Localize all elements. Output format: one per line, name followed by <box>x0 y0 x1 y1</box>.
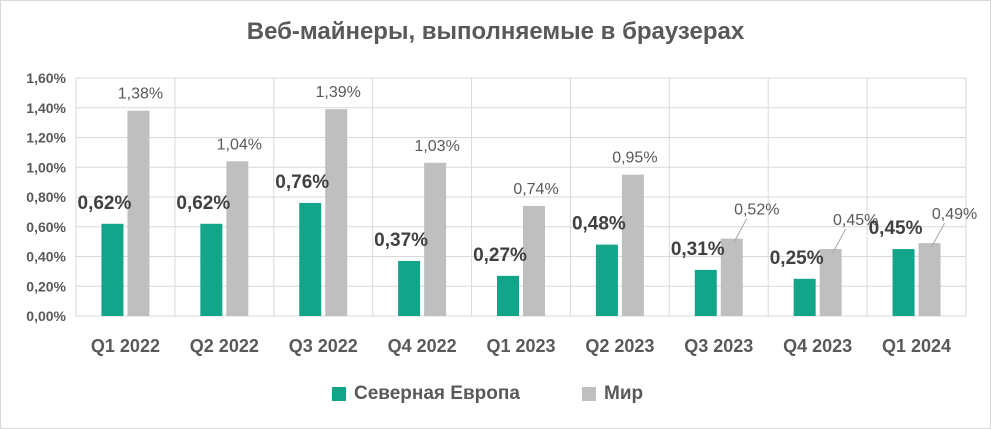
data-label-leader <box>733 218 748 243</box>
data-label-north-europe: 0,25% <box>770 248 824 269</box>
legend-label-north-europe: Северная Европа <box>354 383 520 404</box>
grid-layer: 0,00% 0,20% 0,40% 0,60% 0,80% 1,00% 1,20% 1,40%… <box>26 70 967 324</box>
bar-north-europe <box>398 260 421 316</box>
data-label-north-europe: 0,31% <box>671 239 725 260</box>
x-tick-label: Q1 2024 <box>882 336 951 356</box>
bar-north-europe <box>694 269 717 316</box>
bar-world <box>127 110 150 316</box>
x-tick-label: Q2 2022 <box>190 336 259 356</box>
y-tick-label: 1,20% <box>26 130 66 146</box>
bar-north-europe <box>299 202 322 316</box>
data-label-world: 0,45% <box>833 212 878 229</box>
data-label-north-europe: 0,37% <box>374 230 428 251</box>
bar-world <box>621 174 644 316</box>
data-label-world: 0,49% <box>932 206 977 223</box>
legend-item-world: Мир <box>582 383 643 405</box>
x-tick-label: Q3 2023 <box>684 336 753 356</box>
bar-world <box>819 249 842 316</box>
x-tick-label: Q1 2023 <box>486 336 555 356</box>
bar-layer <box>101 109 941 316</box>
data-label-world: 0,74% <box>513 181 558 198</box>
data-label-world: 1,38% <box>118 86 163 103</box>
bar-north-europe <box>101 223 124 316</box>
data-label-north-europe: 0,62% <box>78 193 132 214</box>
data-label-world: 1,03% <box>414 138 459 155</box>
x-tick-label: Q3 2022 <box>289 336 358 356</box>
data-label-leader <box>832 228 847 254</box>
data-label-world: 0,95% <box>612 150 657 167</box>
bar-world <box>325 109 348 316</box>
data-label-north-europe: 0,62% <box>176 193 230 214</box>
x-tick-label: Q1 2022 <box>91 336 160 356</box>
y-tick-label: 1,40% <box>26 100 66 116</box>
data-label-world: 1,04% <box>217 136 262 153</box>
bar-world <box>918 243 941 316</box>
y-tick-label: 0,60% <box>26 219 66 235</box>
y-tick-label: 1,60% <box>26 70 66 86</box>
legend-item-north-europe: Северная Европа <box>332 383 520 405</box>
bar-north-europe <box>892 249 915 316</box>
y-tick-label: 0,20% <box>26 278 66 294</box>
legend-swatch-world <box>582 387 596 401</box>
bar-world <box>523 205 545 316</box>
legend-label-world: Мир <box>604 383 644 404</box>
x-tick-label: Q4 2022 <box>388 336 457 356</box>
data-label-world: 0,52% <box>734 202 779 219</box>
y-tick-label: 1,00% <box>26 159 66 175</box>
bar-north-europe <box>793 278 816 316</box>
bar-world <box>424 162 447 316</box>
data-label-north-europe: 0,45% <box>869 218 923 239</box>
legend-swatch-north-europe <box>332 387 346 401</box>
data-label-world: 1,39% <box>316 84 361 101</box>
y-tick-label: 0,80% <box>26 189 66 205</box>
bar-world <box>720 238 743 316</box>
label-layer: Q1 2022 0,62% 1,38% Q2 2022 0,62% 1,04% Q3 202… <box>78 84 978 356</box>
x-tick-label: Q2 2023 <box>585 336 654 356</box>
data-label-leader <box>931 222 945 248</box>
y-tick-label: 0,40% <box>26 249 66 265</box>
chart-title: Веб-майнеры, выполняемые в браузерах <box>246 18 745 45</box>
data-label-north-europe: 0,48% <box>572 214 626 235</box>
y-tick-label: 0,00% <box>26 308 66 324</box>
bar-north-europe <box>200 223 223 316</box>
x-tick-label: Q4 2023 <box>783 336 852 356</box>
bar-north-europe <box>497 275 519 316</box>
bar-north-europe <box>595 244 618 316</box>
data-label-north-europe: 0,27% <box>473 245 527 266</box>
bar-world <box>226 161 249 316</box>
data-label-north-europe: 0,76% <box>275 172 329 193</box>
